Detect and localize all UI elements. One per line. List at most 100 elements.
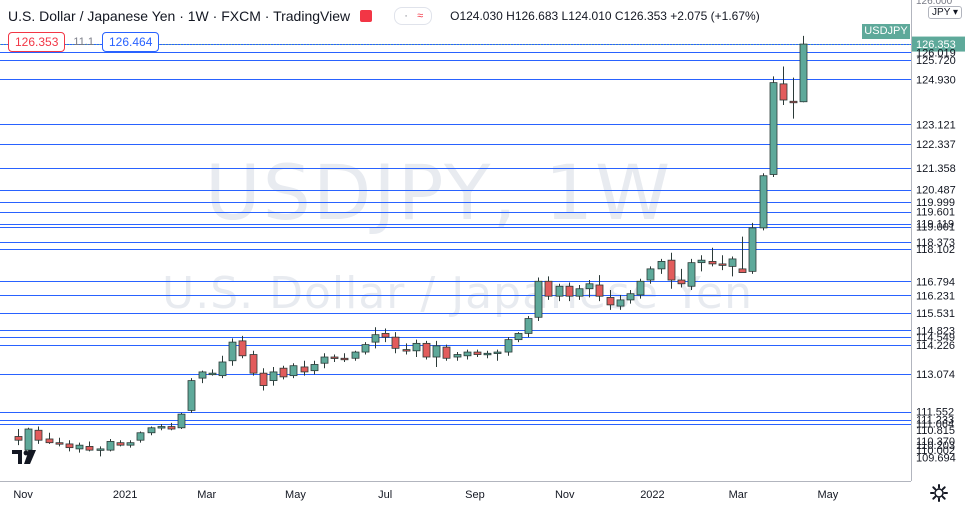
- candle-up: [24, 428, 33, 451]
- tradingview-logo-icon[interactable]: [12, 448, 38, 466]
- price-tick-label: 114.226: [916, 340, 955, 352]
- candle-down: [249, 354, 258, 374]
- time-tick-label: Sep: [465, 489, 485, 501]
- candle-up: [310, 364, 319, 372]
- price-axis[interactable]: JPY ▾ 126.353 126.019 125.720 124.930 123.12…: [911, 0, 965, 481]
- candle-up: [657, 261, 666, 270]
- candle-up: [585, 283, 594, 290]
- candle-down: [422, 342, 431, 358]
- candle-up: [157, 426, 166, 429]
- ohlc-readout: O124.030 H126.683 L124.010 C126.353 +2.0…: [450, 9, 760, 23]
- symbol-price-label: USDJPY: [862, 24, 910, 39]
- candle-down: [738, 268, 747, 273]
- candle-up: [187, 380, 196, 411]
- candle-up: [504, 339, 513, 353]
- price-tick-label: 111.233: [916, 415, 954, 427]
- time-tick-label: May: [817, 489, 838, 501]
- candle-up: [147, 427, 156, 434]
- candle-down: [544, 280, 553, 297]
- price-chart[interactable]: [0, 0, 911, 481]
- candle-down: [330, 356, 339, 359]
- candle-down: [85, 446, 94, 451]
- candle-up: [198, 371, 207, 379]
- price-tick-label: 122.337: [916, 139, 956, 151]
- time-tick-label: May: [285, 489, 306, 501]
- price-tick-label: 110.370: [916, 436, 955, 448]
- price-tick-label: 113.074: [916, 369, 955, 381]
- candle-down: [779, 83, 788, 101]
- price-tick-label: 115.531: [916, 308, 955, 320]
- time-axis[interactable]: Nov 2021 Mar May Jul Sep Nov 2022 Mar May: [0, 481, 911, 509]
- candle-up: [555, 285, 564, 297]
- candle-down: [391, 336, 400, 349]
- candle-up: [616, 299, 625, 307]
- candle-up: [96, 448, 105, 451]
- candle-down: [606, 297, 615, 306]
- candle-down: [595, 284, 604, 297]
- candle-up: [218, 361, 227, 377]
- candle-up: [534, 280, 543, 318]
- price-tick-label: 126.019: [916, 47, 956, 59]
- quote-row: 126.353 11.1 126.464: [8, 32, 160, 52]
- price-tick-label: 124.930: [916, 74, 956, 86]
- candle-up: [636, 280, 645, 296]
- candle-up: [463, 351, 472, 357]
- price-tick-label: 119.601: [916, 207, 955, 219]
- price-tick-label: 116.231: [916, 290, 955, 302]
- spread-value: 11.1: [73, 36, 94, 48]
- candle-down: [381, 333, 390, 338]
- compare-toggle[interactable]: · ≈: [394, 7, 433, 25]
- price-tick-label: 119.999: [916, 197, 955, 209]
- price-tick-label: 116.794: [916, 276, 955, 288]
- candle-down: [238, 340, 247, 357]
- candle-down: [667, 259, 676, 281]
- candle-down: [677, 279, 686, 285]
- price-tick-label-partial: 126.000: [916, 0, 953, 7]
- candle-up: [106, 441, 115, 451]
- candle-down: [14, 436, 23, 441]
- price-tick-label: 110.815: [916, 425, 955, 437]
- candle-up: [289, 365, 298, 377]
- candle-down: [718, 263, 727, 266]
- candle-up: [371, 334, 380, 343]
- price-tick-label: 119.119: [916, 219, 954, 231]
- price-tick-label: 120.487: [916, 185, 956, 197]
- buy-price-button[interactable]: 126.464: [101, 32, 160, 52]
- candle-down: [55, 442, 64, 445]
- candle-up: [759, 175, 768, 229]
- sell-price-button[interactable]: 126.353: [8, 32, 66, 52]
- candle-down: [442, 346, 451, 359]
- candle-up: [136, 432, 145, 441]
- candle-down: [565, 285, 574, 297]
- last-price-label: 126.353: [916, 39, 956, 51]
- wave-icon: ≈: [417, 10, 424, 22]
- currency-selector[interactable]: JPY ▾: [928, 6, 962, 19]
- price-tick-label: 119.001: [916, 222, 955, 234]
- candle-down: [300, 366, 309, 373]
- candle-down: [45, 438, 54, 444]
- price-tick-label: 114.549: [916, 332, 955, 344]
- candle-up: [524, 318, 533, 334]
- candle-down: [708, 261, 717, 265]
- gear-icon[interactable]: [928, 483, 950, 503]
- candle-up: [361, 344, 370, 353]
- compare-left-icon: ·: [404, 10, 408, 22]
- candle-up: [177, 413, 186, 429]
- candle-down: [340, 357, 349, 361]
- candle-down: [116, 442, 125, 446]
- candle-up: [483, 352, 492, 356]
- last-price-tag: [912, 36, 965, 52]
- candle-up: [799, 43, 808, 103]
- price-tick-label: 111.552: [916, 407, 954, 419]
- candle-up: [514, 333, 523, 341]
- candle-up: [728, 258, 737, 267]
- flag-icon[interactable]: [360, 10, 373, 22]
- candle-up: [75, 444, 84, 450]
- time-tick-label: Mar: [729, 489, 748, 501]
- candle-up: [208, 372, 217, 376]
- price-tick-label: 118.373: [916, 237, 955, 249]
- candle-up: [228, 341, 237, 362]
- symbol-title[interactable]: U.S. Dollar / Japanese Yen · 1W · FXCM ·…: [8, 8, 351, 24]
- candle-up: [687, 262, 696, 287]
